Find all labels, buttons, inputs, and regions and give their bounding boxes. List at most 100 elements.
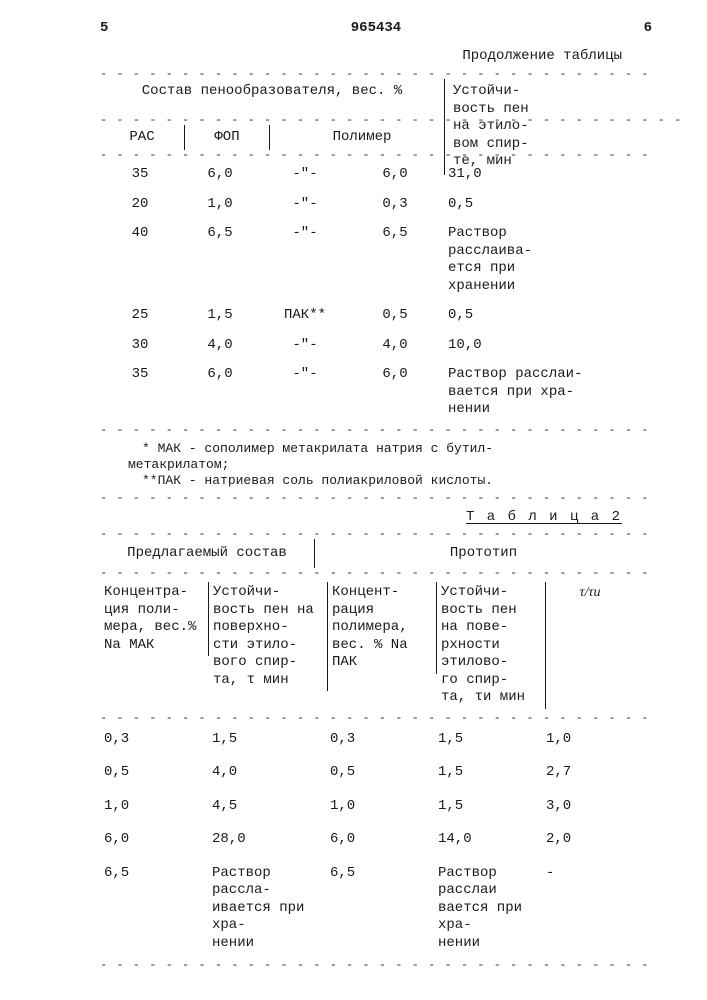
table1-subhead-c1: РАС xyxy=(100,125,185,151)
cell: Раствор рассла- ивается при хра- нении xyxy=(208,861,326,957)
cell: 0,5 xyxy=(440,307,588,325)
cell: 1,5 xyxy=(434,794,542,820)
table2-head-right: Прототип xyxy=(315,539,652,569)
table-row: 0,5 4,0 0,5 1,5 2,7 xyxy=(100,756,652,790)
cell: 0,3 xyxy=(100,727,208,753)
cell: 2,0 xyxy=(542,827,630,853)
cell: 6,0 xyxy=(100,827,208,853)
col-head: τ/τи xyxy=(546,582,634,604)
cell: 6,0 xyxy=(350,166,440,184)
table1-header-row2: - - - - - - - - - - - - - - - - - - - - … xyxy=(100,115,652,151)
table2-column-headers: Концентра- ция поли- мера, вес.% Na МАК … xyxy=(100,578,652,713)
cell: -"- xyxy=(260,337,350,355)
footnote-2: **ПАК - натриевая соль полиакриловой кис… xyxy=(128,473,652,489)
cell: 1,5 xyxy=(434,727,542,753)
cell: 6,0 xyxy=(180,166,260,184)
document-number: 965434 xyxy=(351,20,401,38)
cell: 1,0 xyxy=(180,196,260,214)
cell: 4,0 xyxy=(208,760,326,786)
cell: 1,0 xyxy=(326,794,434,820)
cell: 6,0 xyxy=(326,827,434,853)
table-row: 40 6,5 -"- 6,5 Раствор расслаива- ется п… xyxy=(100,219,652,301)
cell: 20 xyxy=(100,196,180,214)
table1: - - - - - - - - - - - - - - - - - - - - … xyxy=(100,69,652,503)
cell: 1,0 xyxy=(542,727,630,753)
page: 5 965434 6 Продолжение таблицы - - - - -… xyxy=(0,0,707,1000)
cell: -"- xyxy=(260,166,350,184)
table1-continuation-label: Продолжение таблицы xyxy=(100,48,622,66)
rule: - - - - - - - - - - - - - - - - - - - - … xyxy=(100,529,652,539)
rule: - - - - - - - - - - - - - - - - - - - - … xyxy=(100,713,652,723)
table1-subhead-c2: ФОП xyxy=(185,125,270,151)
table2-title: Т а б л и ц а 2 xyxy=(100,509,622,527)
table-row: 6,5 Раствор рассла- ивается при хра- нен… xyxy=(100,857,652,961)
cell: 25 xyxy=(100,307,180,325)
cell: ПАК** xyxy=(260,307,350,325)
cell: 3,0 xyxy=(542,794,630,820)
col-head: Устойчи- вость пен на пове- рхности этил… xyxy=(437,582,546,709)
table-row: 1,0 4,5 1,0 1,5 3,0 xyxy=(100,790,652,824)
table-row: 6,0 28,0 6,0 14,0 2,0 xyxy=(100,823,652,857)
cell: 6,5 xyxy=(326,861,434,887)
cell: 14,0 xyxy=(434,827,542,853)
table1-subhead-c3: Полимер xyxy=(270,125,454,151)
cell: 0,5 xyxy=(100,760,208,786)
cell: - xyxy=(542,861,630,887)
cell: 35 xyxy=(100,166,180,184)
cell: 0,3 xyxy=(350,196,440,214)
col-head: Концентра- ция поли- мера, вес.% Na МАК xyxy=(100,582,209,656)
cell: 6,5 xyxy=(100,861,208,887)
cell: 6,0 xyxy=(350,366,440,384)
col-head: Устойчи- вость пен на поверхно- сти этил… xyxy=(209,582,328,691)
table-row: 35 6,0 -"- 6,0 Раствор расслаи- вается п… xyxy=(100,360,652,425)
cell: 6,5 xyxy=(350,225,440,243)
footnote-1: * МАК - сополимер метакрилата натрия с б… xyxy=(128,441,652,474)
cell: 0,5 xyxy=(350,307,440,325)
cell: 1,0 xyxy=(100,794,208,820)
cell: Раствор расслаива- ется при хранении xyxy=(440,225,588,295)
table2: - - - - - - - - - - - - - - - - - - - - … xyxy=(100,529,652,971)
cell: 31,0 xyxy=(440,166,588,184)
rule: - - - - - - - - - - - - - - - - - - - - … xyxy=(100,150,652,160)
cell: 1,5 xyxy=(208,727,326,753)
table-row: 20 1,0 -"- 0,3 0,5 xyxy=(100,190,652,220)
cell: 6,5 xyxy=(180,225,260,243)
cell: -"- xyxy=(260,196,350,214)
rule: - - - - - - - - - - - - - - - - - - - - … xyxy=(100,568,652,578)
rule: - - - - - - - - - - - - - - - - - - - - … xyxy=(100,493,652,503)
col-head: Концент- рация полимера, вес. % Na ПАК xyxy=(328,582,437,674)
table2-header-row1: Предлагаемый состав Прототип xyxy=(100,539,652,569)
rule: - - - - - - - - - - - - - - - - - - - - … xyxy=(100,115,682,125)
cell: 35 xyxy=(100,366,180,384)
cell: 40 xyxy=(100,225,180,243)
cell: 1,5 xyxy=(434,760,542,786)
page-num-left: 5 xyxy=(100,20,108,38)
cell: 4,0 xyxy=(180,337,260,355)
page-num-right: 6 xyxy=(644,20,652,38)
cell: 4,0 xyxy=(350,337,440,355)
table-row: 30 4,0 -"- 4,0 10,0 xyxy=(100,331,652,361)
cell: 10,0 xyxy=(440,337,588,355)
table-row: 0,3 1,5 0,3 1,5 1,0 xyxy=(100,723,652,757)
table2-body: 0,3 1,5 0,3 1,5 1,0 0,5 4,0 0,5 1,5 2,7 … xyxy=(100,723,652,961)
table1-footnotes: * МАК - сополимер метакрилата натрия с б… xyxy=(100,441,652,490)
rule: - - - - - - - - - - - - - - - - - - - - … xyxy=(100,69,652,79)
cell: 2,7 xyxy=(542,760,630,786)
cell: 30 xyxy=(100,337,180,355)
cell: -"- xyxy=(260,366,350,384)
cell: 0,5 xyxy=(326,760,434,786)
cell: 4,5 xyxy=(208,794,326,820)
page-header: 5 965434 6 xyxy=(100,20,652,38)
cell: Раствор расслаи- вается при хра- нении xyxy=(440,366,588,419)
table-row: 25 1,5 ПАК** 0,5 0,5 xyxy=(100,301,652,331)
table1-body: 35 6,0 -"- 6,0 31,0 20 1,0 -"- 0,3 0,5 4… xyxy=(100,160,652,425)
cell: Раствор расслаи вается при хра- нении xyxy=(434,861,542,957)
cell: 28,0 xyxy=(208,827,326,853)
rule: - - - - - - - - - - - - - - - - - - - - … xyxy=(100,425,652,435)
cell: 0,5 xyxy=(440,196,588,214)
cell: -"- xyxy=(260,225,350,243)
cell: 6,0 xyxy=(180,366,260,384)
cell: 0,3 xyxy=(326,727,434,753)
table2-head-left: Предлагаемый состав xyxy=(100,539,315,569)
rule: - - - - - - - - - - - - - - - - - - - - … xyxy=(100,960,652,970)
